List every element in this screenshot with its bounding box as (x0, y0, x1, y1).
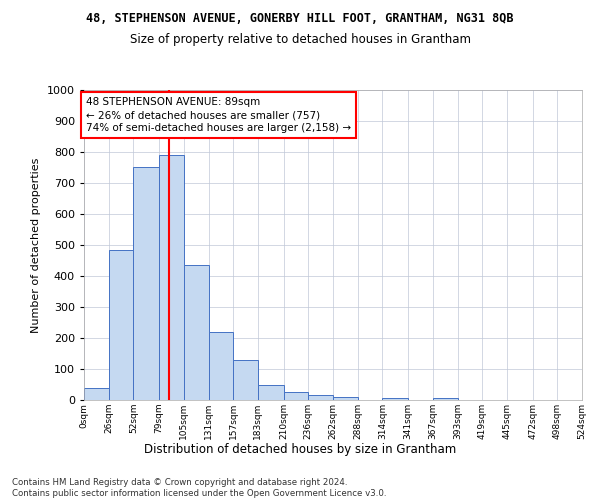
Bar (233, 360, 258, 400)
Bar (284, 392, 308, 400)
Bar (433, 398, 458, 400)
Bar (382, 398, 408, 400)
Bar (308, 396, 333, 400)
Bar (258, 384, 284, 400)
Text: Contains HM Land Registry data © Crown copyright and database right 2024.
Contai: Contains HM Land Registry data © Crown c… (12, 478, 386, 498)
Text: Size of property relative to detached houses in Grantham: Size of property relative to detached ho… (130, 32, 470, 46)
Bar (159, 155, 184, 400)
Bar (133, 168, 159, 400)
Bar (184, 265, 209, 400)
Bar (333, 397, 358, 400)
Text: 48 STEPHENSON AVENUE: 89sqm
← 26% of detached houses are smaller (757)
74% of se: 48 STEPHENSON AVENUE: 89sqm ← 26% of det… (86, 97, 351, 133)
Y-axis label: Number of detached properties: Number of detached properties (31, 158, 41, 332)
Text: 48, STEPHENSON AVENUE, GONERBY HILL FOOT, GRANTHAM, NG31 8QB: 48, STEPHENSON AVENUE, GONERBY HILL FOOT… (86, 12, 514, 26)
Bar (209, 332, 233, 400)
Text: Distribution of detached houses by size in Grantham: Distribution of detached houses by size … (144, 442, 456, 456)
Bar (109, 250, 133, 400)
Bar (84, 388, 109, 400)
